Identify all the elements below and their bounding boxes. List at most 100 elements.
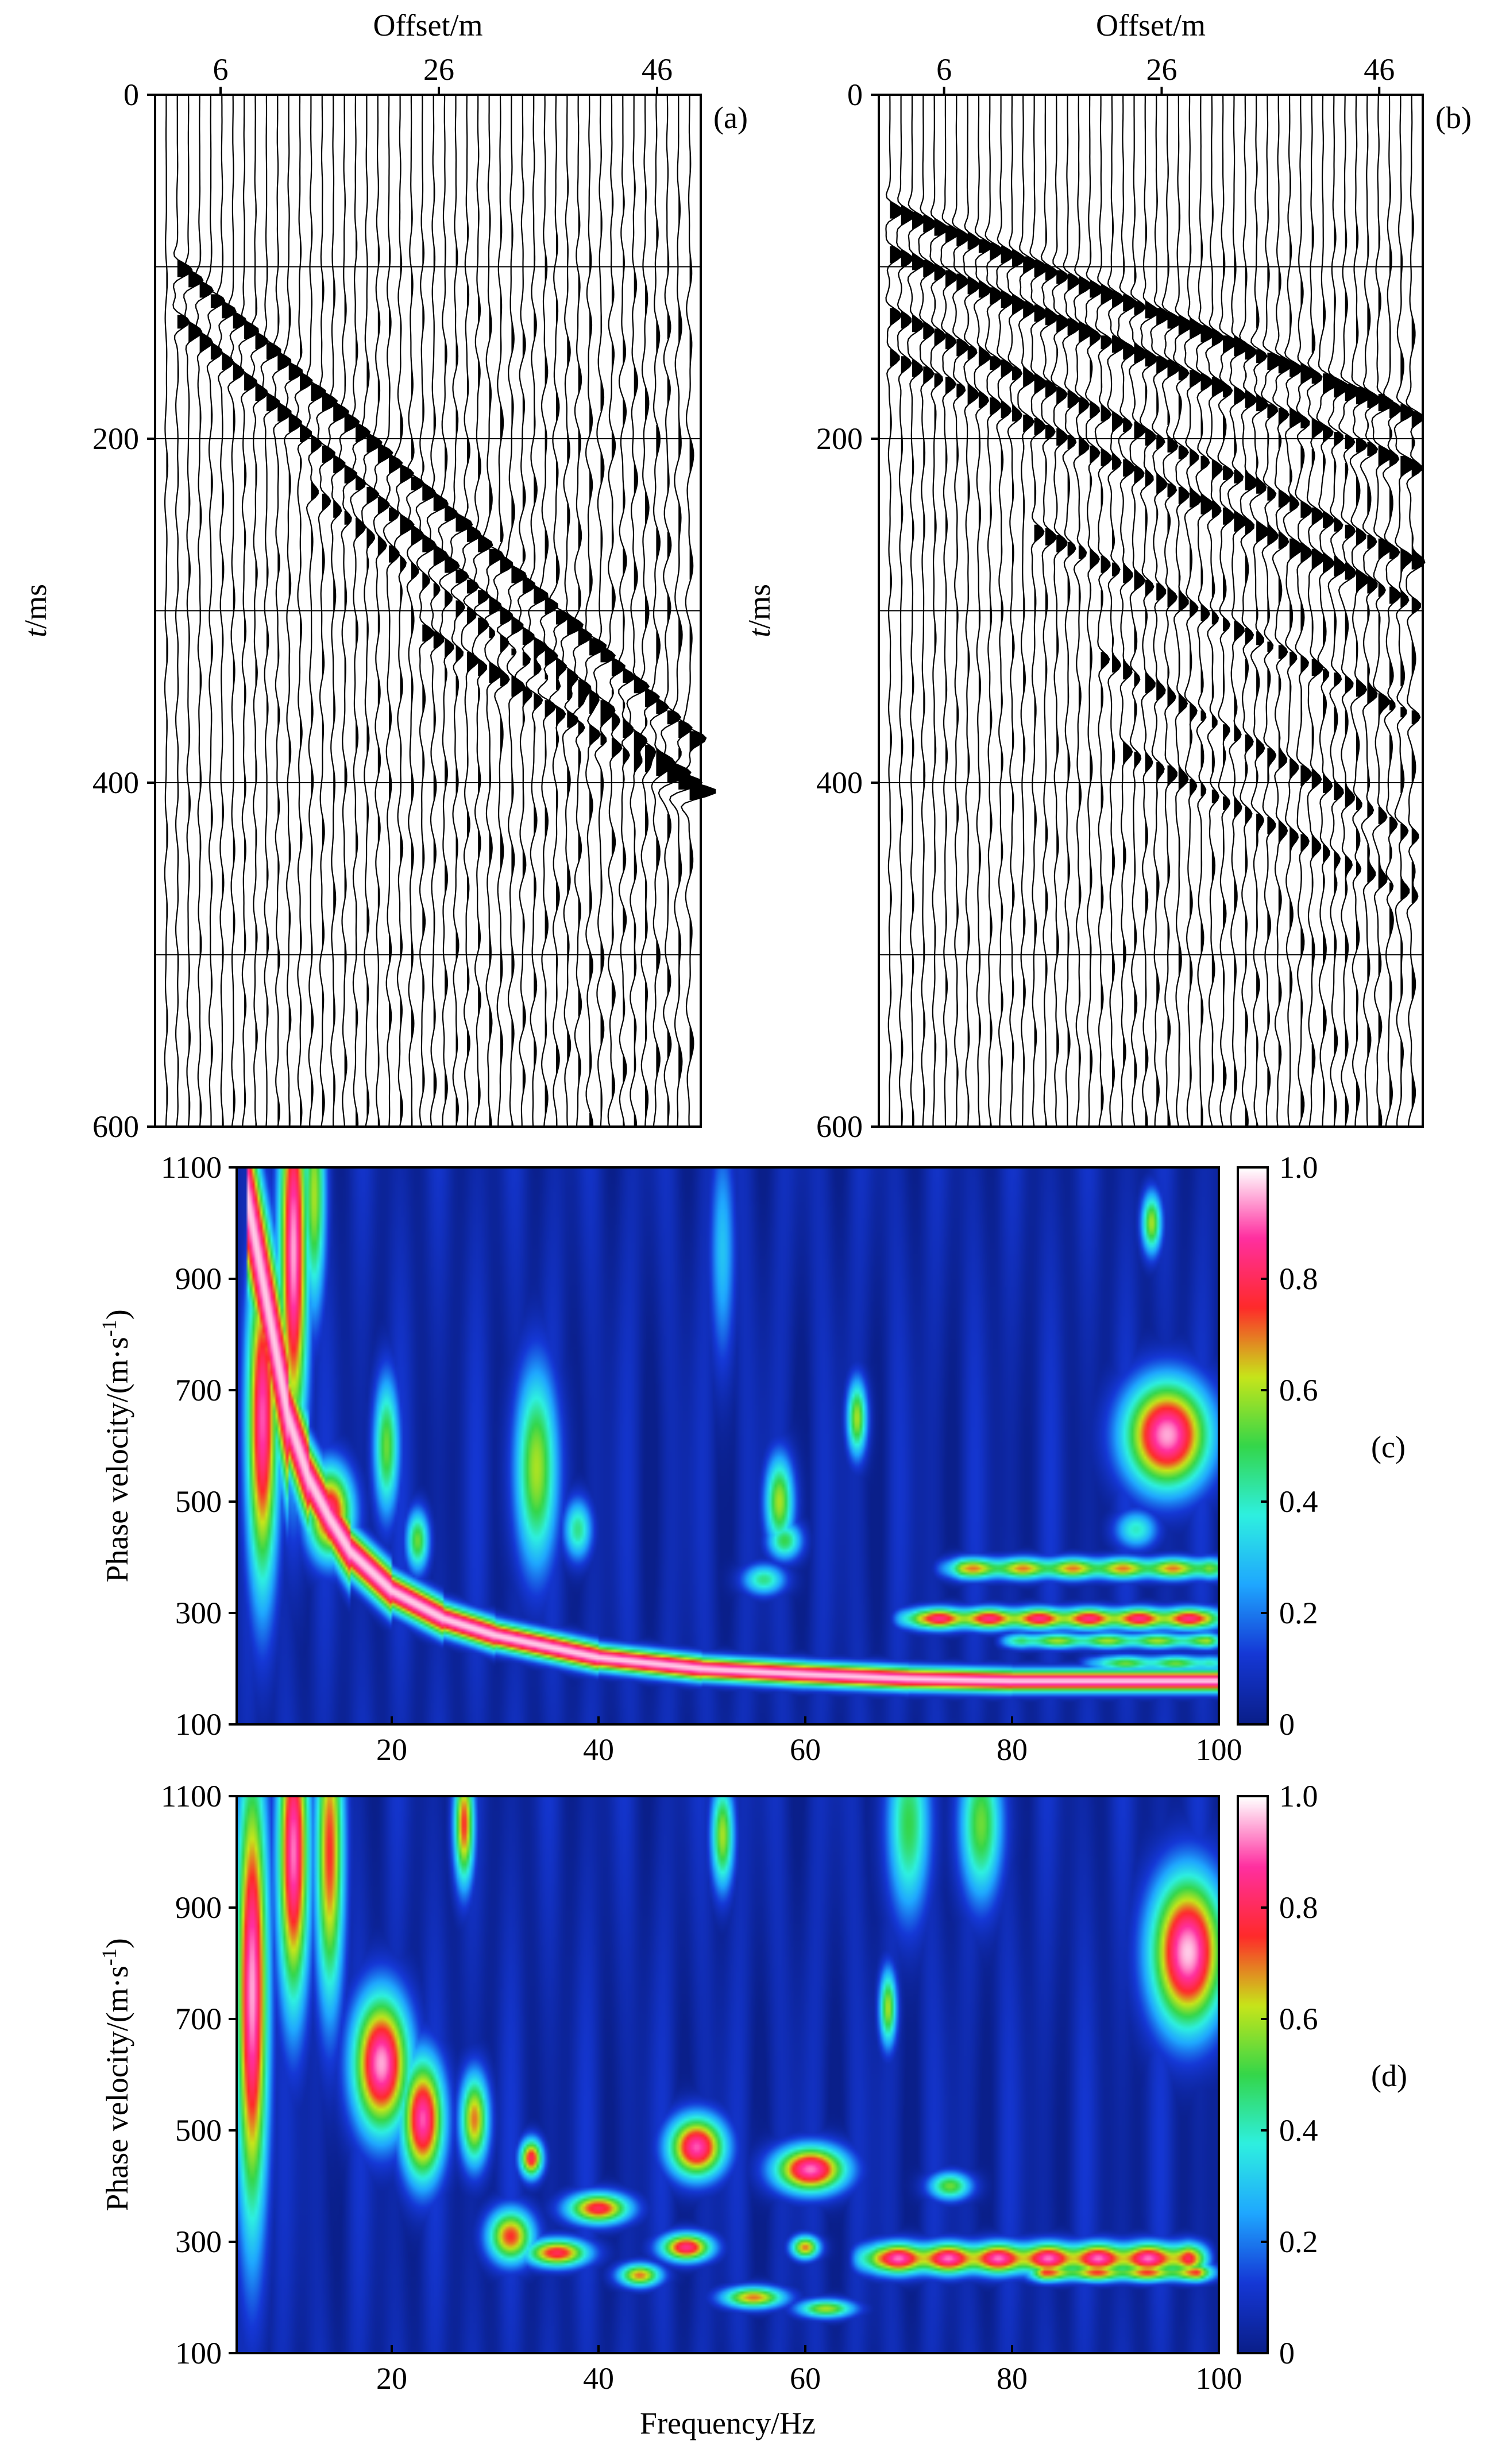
panel-d-frame	[235, 1795, 1220, 2354]
panel-c-y-axis-label-text: Phase velocity/(m·s	[100, 1337, 134, 1582]
trace-fill	[277, 98, 291, 1127]
trace-fill	[645, 98, 659, 1127]
panel-c-dispersion-image: 20 40 60 80 100 100 300 500 700 900 1100 Phase ve…	[98, 1150, 1406, 1767]
trace-fill	[1289, 95, 1303, 1089]
y-tick-label: 600	[816, 1109, 863, 1144]
panel-d-y-ticks: 100 300 500 700 900 1100	[161, 1779, 237, 2370]
panel-a-gridlines	[155, 266, 701, 956]
panel-d-colorbar-ticks: 1.0 0.8 0.6 0.4 0.2 0	[1261, 1779, 1318, 2370]
trace-fill	[1278, 111, 1292, 1072]
panel-c-y-axis-label: Phase velocity/(m·s-1)	[98, 1309, 134, 1582]
x-tick-label: 6	[936, 52, 952, 87]
trace-fill	[1245, 98, 1258, 1127]
y-tick-label: 500	[175, 1484, 222, 1519]
trace-fill	[1101, 95, 1115, 1113]
panel-b-label: (b)	[1435, 100, 1472, 135]
panel-c-y-ticks: 100 300 500 700 900 1100	[161, 1150, 237, 1742]
trace-fill	[522, 109, 535, 1096]
y-tick-label: 900	[175, 1890, 222, 1925]
trace-fill	[511, 142, 527, 1127]
trace-fill	[1200, 129, 1215, 1127]
trace-fill	[567, 98, 583, 1127]
panel-c-y-axis-label-sup: -1	[98, 1320, 121, 1337]
panel-b-y-axis-label-unit: /ms	[742, 584, 777, 629]
x-tick-label: 60	[790, 2361, 821, 2396]
trace-fill	[956, 98, 969, 1116]
trace-fill	[1234, 95, 1249, 1096]
trace-fill	[978, 98, 992, 1127]
x-tick-label: 40	[583, 2361, 614, 2396]
trace-fill	[1056, 98, 1069, 1058]
y-tick-label: 400	[816, 765, 863, 800]
colorbar-tick-label: 0.8	[1279, 1890, 1318, 1925]
y-tick-label: 400	[92, 765, 139, 800]
x-tick-label: 26	[1146, 52, 1177, 87]
panel-a-y-axis-label-symbol: t	[18, 628, 53, 637]
trace-fill	[689, 142, 716, 1062]
panel-d-y-axis-label-sup: -1	[98, 1948, 121, 1966]
panel-d-colorbar	[1238, 1796, 1268, 2353]
y-tick-label: 1100	[161, 1779, 222, 1813]
x-tick-label: 26	[423, 52, 454, 87]
y-tick-label: 900	[175, 1262, 222, 1296]
y-tick-label: 500	[175, 2113, 222, 2148]
trace-fill	[1090, 132, 1103, 1082]
panel-d-colorbar-frame	[1237, 1795, 1269, 2354]
panel-a-y-ticks: 0 200 400 600	[92, 78, 155, 1144]
panel-c-colorbar	[1238, 1167, 1268, 1724]
trace-fill	[489, 129, 504, 1127]
trace-fill	[1345, 129, 1360, 1127]
trace-fill	[244, 95, 258, 1109]
y-tick-label: 0	[847, 78, 863, 112]
trace-fill	[545, 98, 558, 1116]
panel-c-x-ticks: 20 40 60 80 100	[376, 1716, 1242, 1767]
colorbar-tick-label: 0	[1279, 2336, 1295, 2370]
trace-fill	[478, 136, 493, 1107]
x-tick-label: 6	[213, 52, 229, 87]
panel-d-label: (d)	[1371, 2059, 1407, 2093]
trace-fill	[600, 136, 615, 1127]
y-tick-label: 700	[175, 2002, 222, 2036]
trace-fill	[411, 102, 424, 1127]
colorbar-tick-label: 0.2	[1279, 2225, 1318, 2259]
panel-c-y-axis-label-tail: )	[100, 1309, 134, 1320]
panel-d-x-axis-label: Frequency/Hz	[640, 2406, 816, 2440]
panel-a-y-axis-label-unit: /ms	[18, 584, 53, 629]
trace-fill	[1011, 136, 1025, 1072]
x-tick-label: 60	[790, 1732, 821, 1767]
trace-fill	[1323, 122, 1339, 1116]
colorbar-tick-label: 1.0	[1279, 1779, 1318, 1813]
y-tick-label: 700	[175, 1373, 222, 1407]
panel-b-frame	[878, 94, 1424, 1128]
panel-b-y-axis-label: t/ms	[742, 584, 777, 637]
y-tick-label: 200	[816, 421, 863, 456]
trace-fill	[1300, 115, 1315, 1120]
x-tick-label: 46	[642, 52, 673, 87]
x-tick-label: 80	[997, 2361, 1028, 2396]
panel-c-frame	[235, 1166, 1220, 1726]
y-tick-label: 1100	[161, 1150, 222, 1185]
y-tick-label: 100	[175, 1707, 222, 1742]
x-tick-label: 80	[997, 1732, 1028, 1767]
y-tick-label: 200	[92, 421, 139, 456]
panel-d-heatmap	[237, 1796, 1219, 2353]
panel-b-y-ticks: 0 200 400 600	[816, 78, 879, 1144]
panel-a-label: (a)	[713, 100, 748, 135]
panel-b-x-ticks: 6 26 46	[936, 52, 1395, 95]
trace-fill	[1167, 153, 1182, 1127]
panel-c-label: (c)	[1371, 1430, 1406, 1464]
panel-b-x-axis-label: Offset/m	[1096, 8, 1206, 42]
trace-fill	[611, 98, 625, 1100]
colorbar-tick-label: 0.2	[1279, 1596, 1318, 1630]
panel-d-y-axis-label: Phase velocity/(m·s-1)	[98, 1938, 134, 2211]
trace-fill	[967, 98, 980, 1127]
panel-b-y-axis-label-symbol: t	[742, 628, 777, 637]
panel-a-y-axis-label: t/ms	[18, 584, 53, 637]
colorbar-tick-label: 0.4	[1279, 1484, 1318, 1519]
y-tick-label: 600	[92, 1109, 139, 1144]
panel-a-frame	[154, 94, 702, 1128]
trace-fill	[1111, 105, 1125, 1089]
panel-d-x-ticks: 20 40 60 80 100	[376, 2345, 1242, 2396]
trace-fill	[266, 98, 281, 1120]
